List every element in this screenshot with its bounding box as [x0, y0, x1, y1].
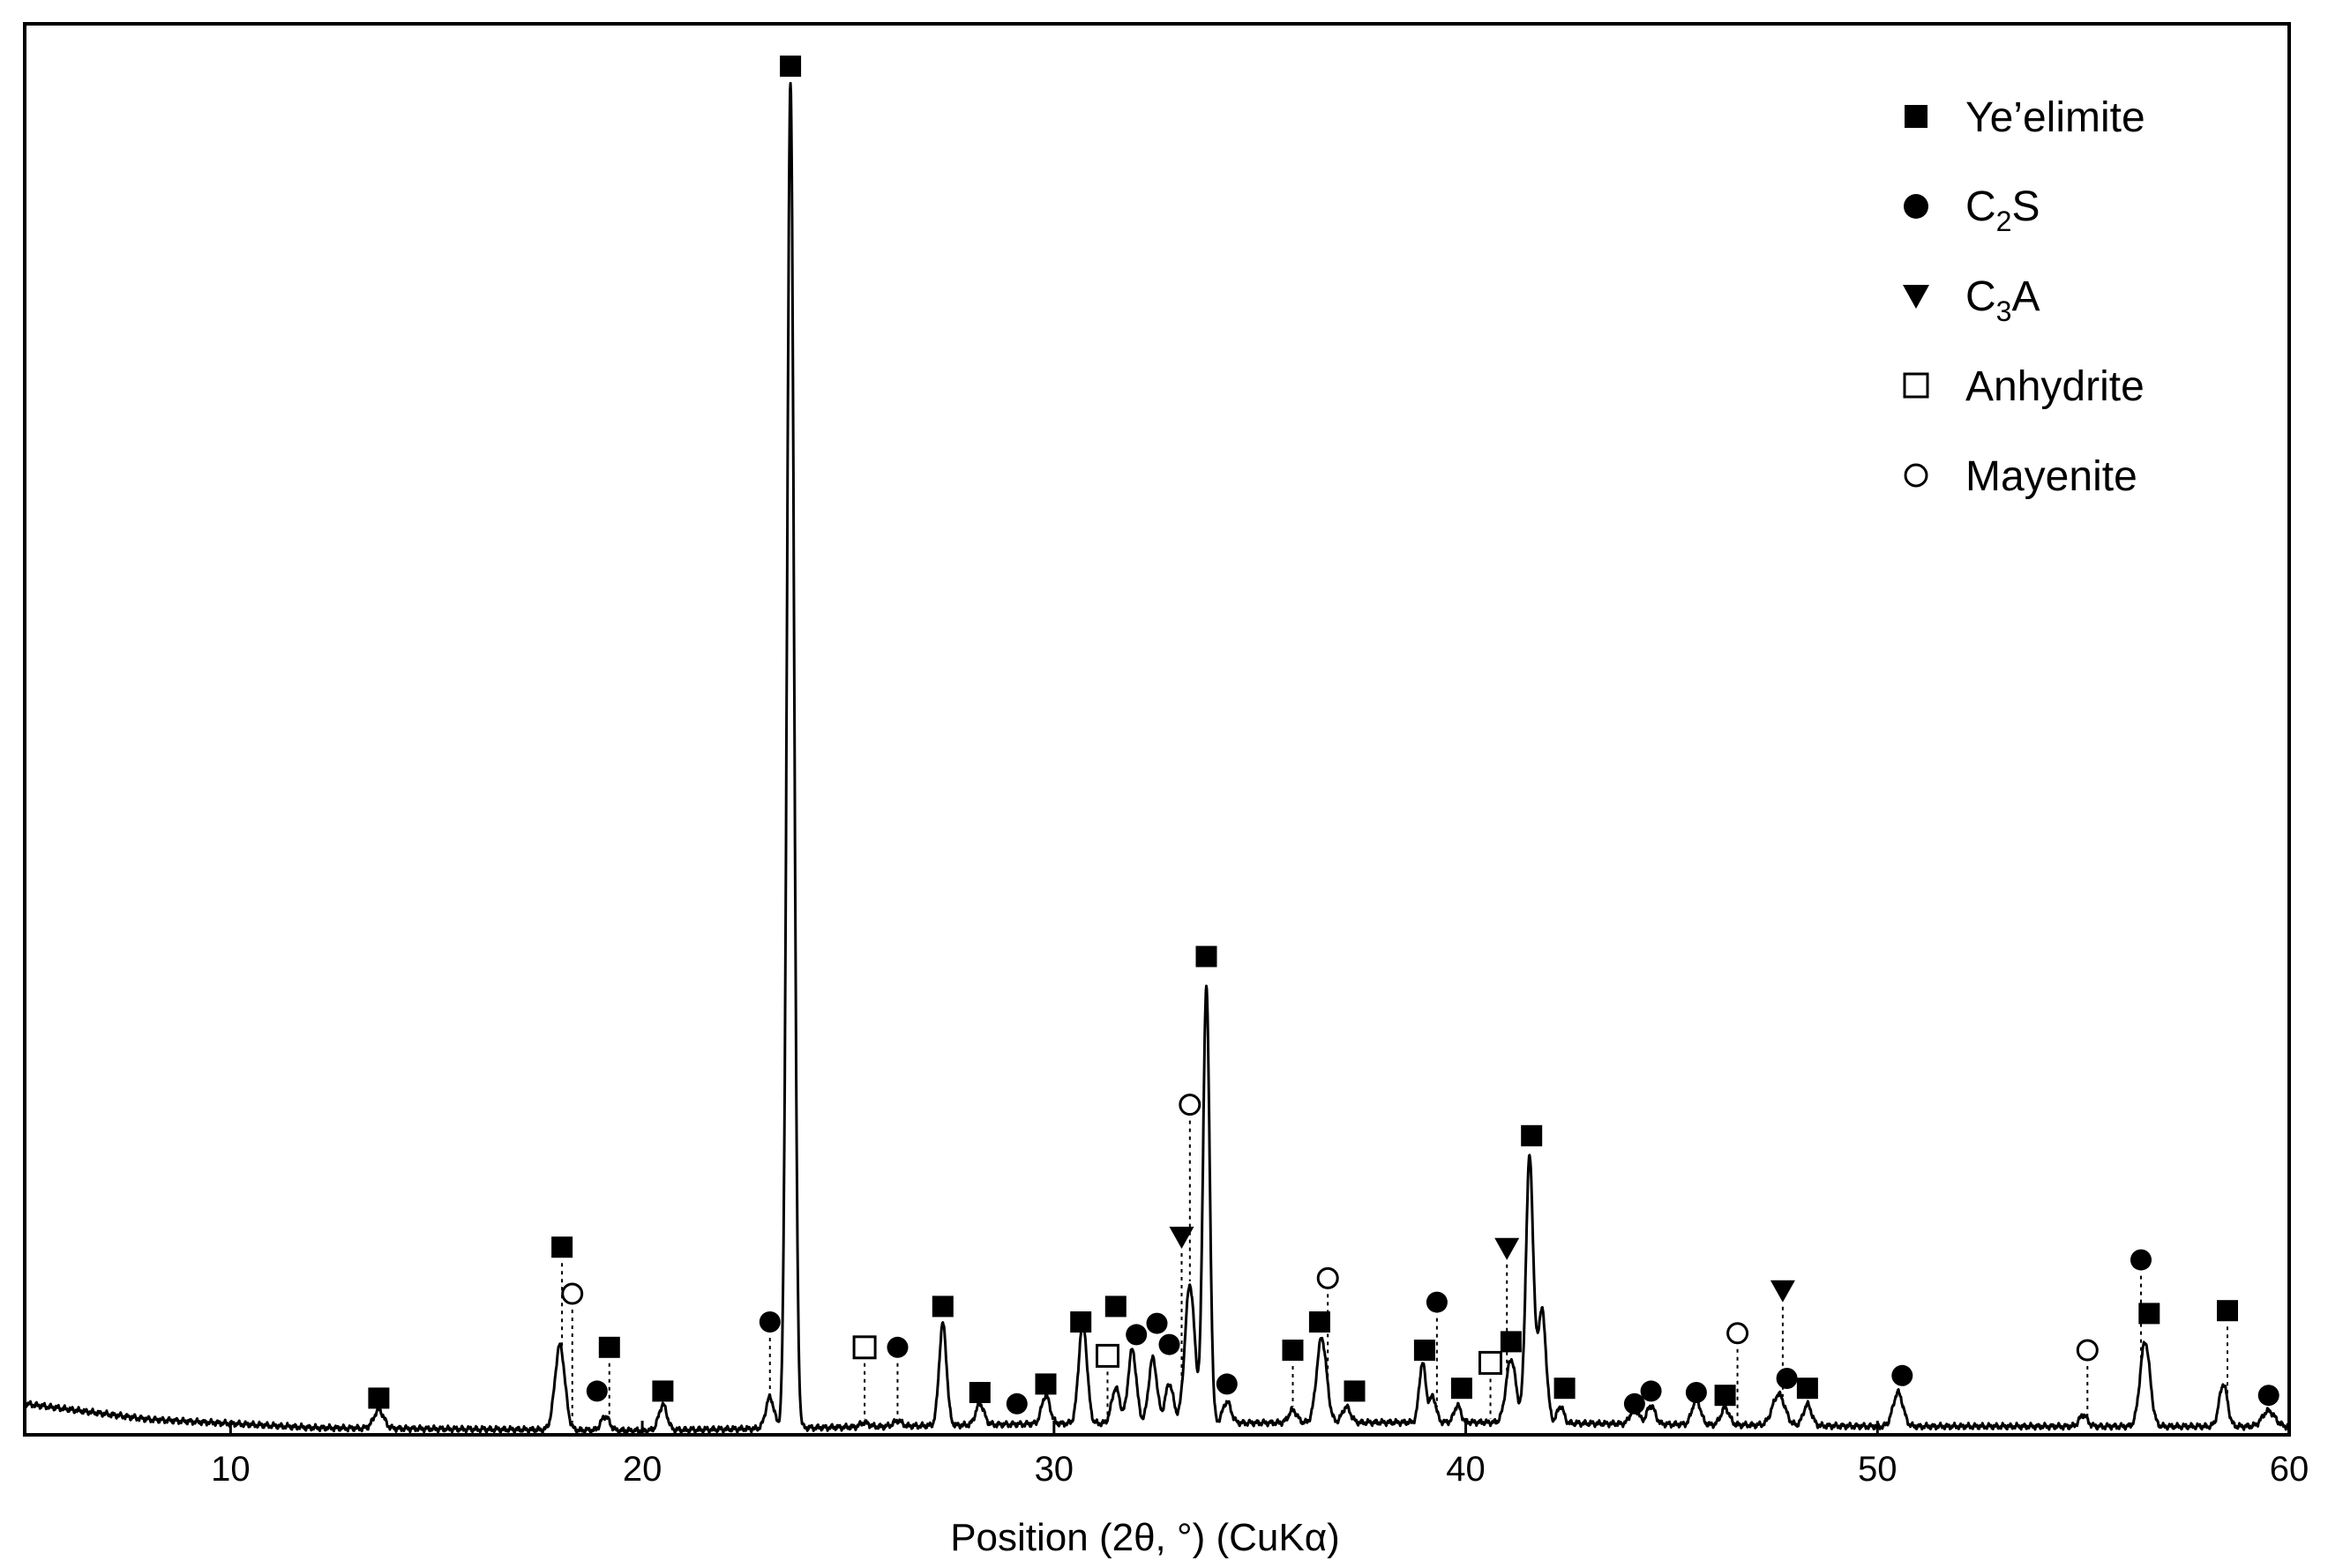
marker-yeelimite-24 — [1282, 1340, 1304, 1361]
marker-yeelimite-28 — [1413, 1340, 1435, 1361]
marker-c2s-23 — [1216, 1373, 1238, 1395]
x-tick-label-50: 50 — [1858, 1450, 1898, 1489]
marker-yeelimite-0 — [368, 1387, 390, 1409]
marker-yeelimite-14 — [1070, 1311, 1092, 1333]
marker-anhydrite-15 — [1096, 1343, 1119, 1368]
marker-yeelimite-16 — [1104, 1295, 1127, 1318]
marker-yeelimite-22 — [1195, 945, 1217, 967]
legend-item-yeelimite: Ye’elimite — [1905, 94, 2145, 141]
legend-item-anhydrite: Anhydrite — [1903, 363, 2145, 410]
legend-label-c3a-sub: 3 — [1996, 295, 2012, 327]
marker-mayenite-26 — [1316, 1266, 1339, 1289]
x-tick-label-30: 30 — [1035, 1450, 1074, 1489]
filled-square-icon — [1905, 105, 1928, 128]
legend-label-yeelimite: Ye’elimite — [1965, 94, 2145, 141]
marker-yeelimite-7 — [780, 56, 802, 77]
marker-c2s-9 — [887, 1336, 909, 1358]
legend-item-mayenite: Mayenite — [1904, 453, 2137, 500]
marker-anhydrite-31 — [1478, 1350, 1502, 1375]
marker-c3a-32 — [1494, 1237, 1520, 1260]
marker-yeelimite-39 — [1714, 1385, 1736, 1407]
marker-c2s-6 — [759, 1311, 781, 1333]
open-square-icon — [1903, 372, 1929, 399]
marker-c2s-38 — [1685, 1382, 1707, 1403]
marker-yeelimite-48 — [2217, 1300, 2238, 1322]
marker-anhydrite-8 — [852, 1335, 877, 1360]
open-circle-icon — [1904, 463, 1928, 488]
marker-yeelimite-33 — [1500, 1331, 1522, 1353]
marker-yeelimite-35 — [1553, 1378, 1576, 1400]
marker-c2s-3 — [586, 1380, 608, 1402]
marker-mayenite-21 — [1179, 1094, 1201, 1116]
marker-mayenite-2 — [561, 1282, 584, 1305]
marker-c3a-41 — [1770, 1280, 1795, 1303]
filled-triangle-down-icon — [1903, 285, 1929, 309]
marker-yeelimite-5 — [652, 1380, 674, 1402]
legend: Ye’elimite C2S C3A Anhydrite Mayenite — [1903, 94, 2145, 500]
x-axis-tick-labels: 10 20 30 40 50 60 — [211, 1450, 2309, 1489]
x-axis-title: Position (2θ, °) (CuKα) — [950, 1516, 1340, 1559]
marker-yeelimite-34 — [1521, 1124, 1543, 1146]
marker-c2s-19 — [1158, 1333, 1180, 1355]
xrd-pattern-line — [23, 81, 2291, 1436]
legend-label-c2s-main: C — [1965, 183, 1996, 230]
legend-label-c3a-tail: A — [2011, 273, 2040, 320]
marker-c2s-29 — [1426, 1291, 1448, 1313]
marker-yeelimite-27 — [1344, 1380, 1366, 1402]
marker-yeelimite-47 — [2138, 1303, 2160, 1325]
marker-yeelimite-1 — [551, 1236, 573, 1258]
plot-area-frame — [23, 22, 2291, 1437]
marker-mayenite-45 — [2076, 1339, 2099, 1362]
legend-label-mayenite: Mayenite — [1965, 453, 2137, 500]
legend-label-anhydrite: Anhydrite — [1965, 363, 2145, 410]
marker-mayenite-40 — [1726, 1322, 1749, 1345]
marker-yeelimite-30 — [1450, 1378, 1472, 1400]
marker-yeelimite-43 — [1796, 1378, 1818, 1400]
marker-c2s-12 — [1006, 1393, 1028, 1415]
marker-c2s-37 — [1640, 1380, 1662, 1402]
marker-c2s-17 — [1126, 1324, 1148, 1346]
marker-c2s-49 — [2257, 1385, 2279, 1407]
marker-yeelimite-13 — [1035, 1373, 1057, 1395]
legend-label-c2s: C2S — [1965, 183, 2040, 237]
legend-label-c3a: C3A — [1965, 273, 2040, 327]
phase-marker-guides — [561, 1120, 2228, 1423]
phase-markers — [368, 56, 2279, 1415]
marker-c2s-18 — [1146, 1312, 1168, 1334]
marker-yeelimite-25 — [1308, 1311, 1330, 1333]
legend-label-c2s-tail: S — [2011, 183, 2040, 230]
x-tick-label-10: 10 — [211, 1450, 251, 1489]
marker-c2s-42 — [1776, 1368, 1798, 1389]
marker-c2s-36 — [1623, 1393, 1645, 1415]
legend-item-c3a: C3A — [1903, 273, 2040, 327]
x-tick-label-60: 60 — [2270, 1450, 2309, 1489]
legend-label-c2s-sub: 2 — [1996, 205, 2012, 237]
marker-yeelimite-11 — [969, 1382, 991, 1403]
marker-c3a-20 — [1169, 1227, 1194, 1249]
filled-circle-icon — [1904, 194, 1928, 219]
legend-item-c2s: C2S — [1904, 183, 2040, 237]
x-tick-label-40: 40 — [1446, 1450, 1486, 1489]
marker-yeelimite-4 — [598, 1336, 620, 1358]
legend-label-c3a-main: C — [1965, 273, 1996, 320]
x-tick-label-20: 20 — [623, 1450, 662, 1489]
marker-c2s-44 — [1891, 1364, 1913, 1386]
marker-c2s-46 — [2130, 1249, 2152, 1271]
marker-yeelimite-10 — [932, 1295, 954, 1318]
